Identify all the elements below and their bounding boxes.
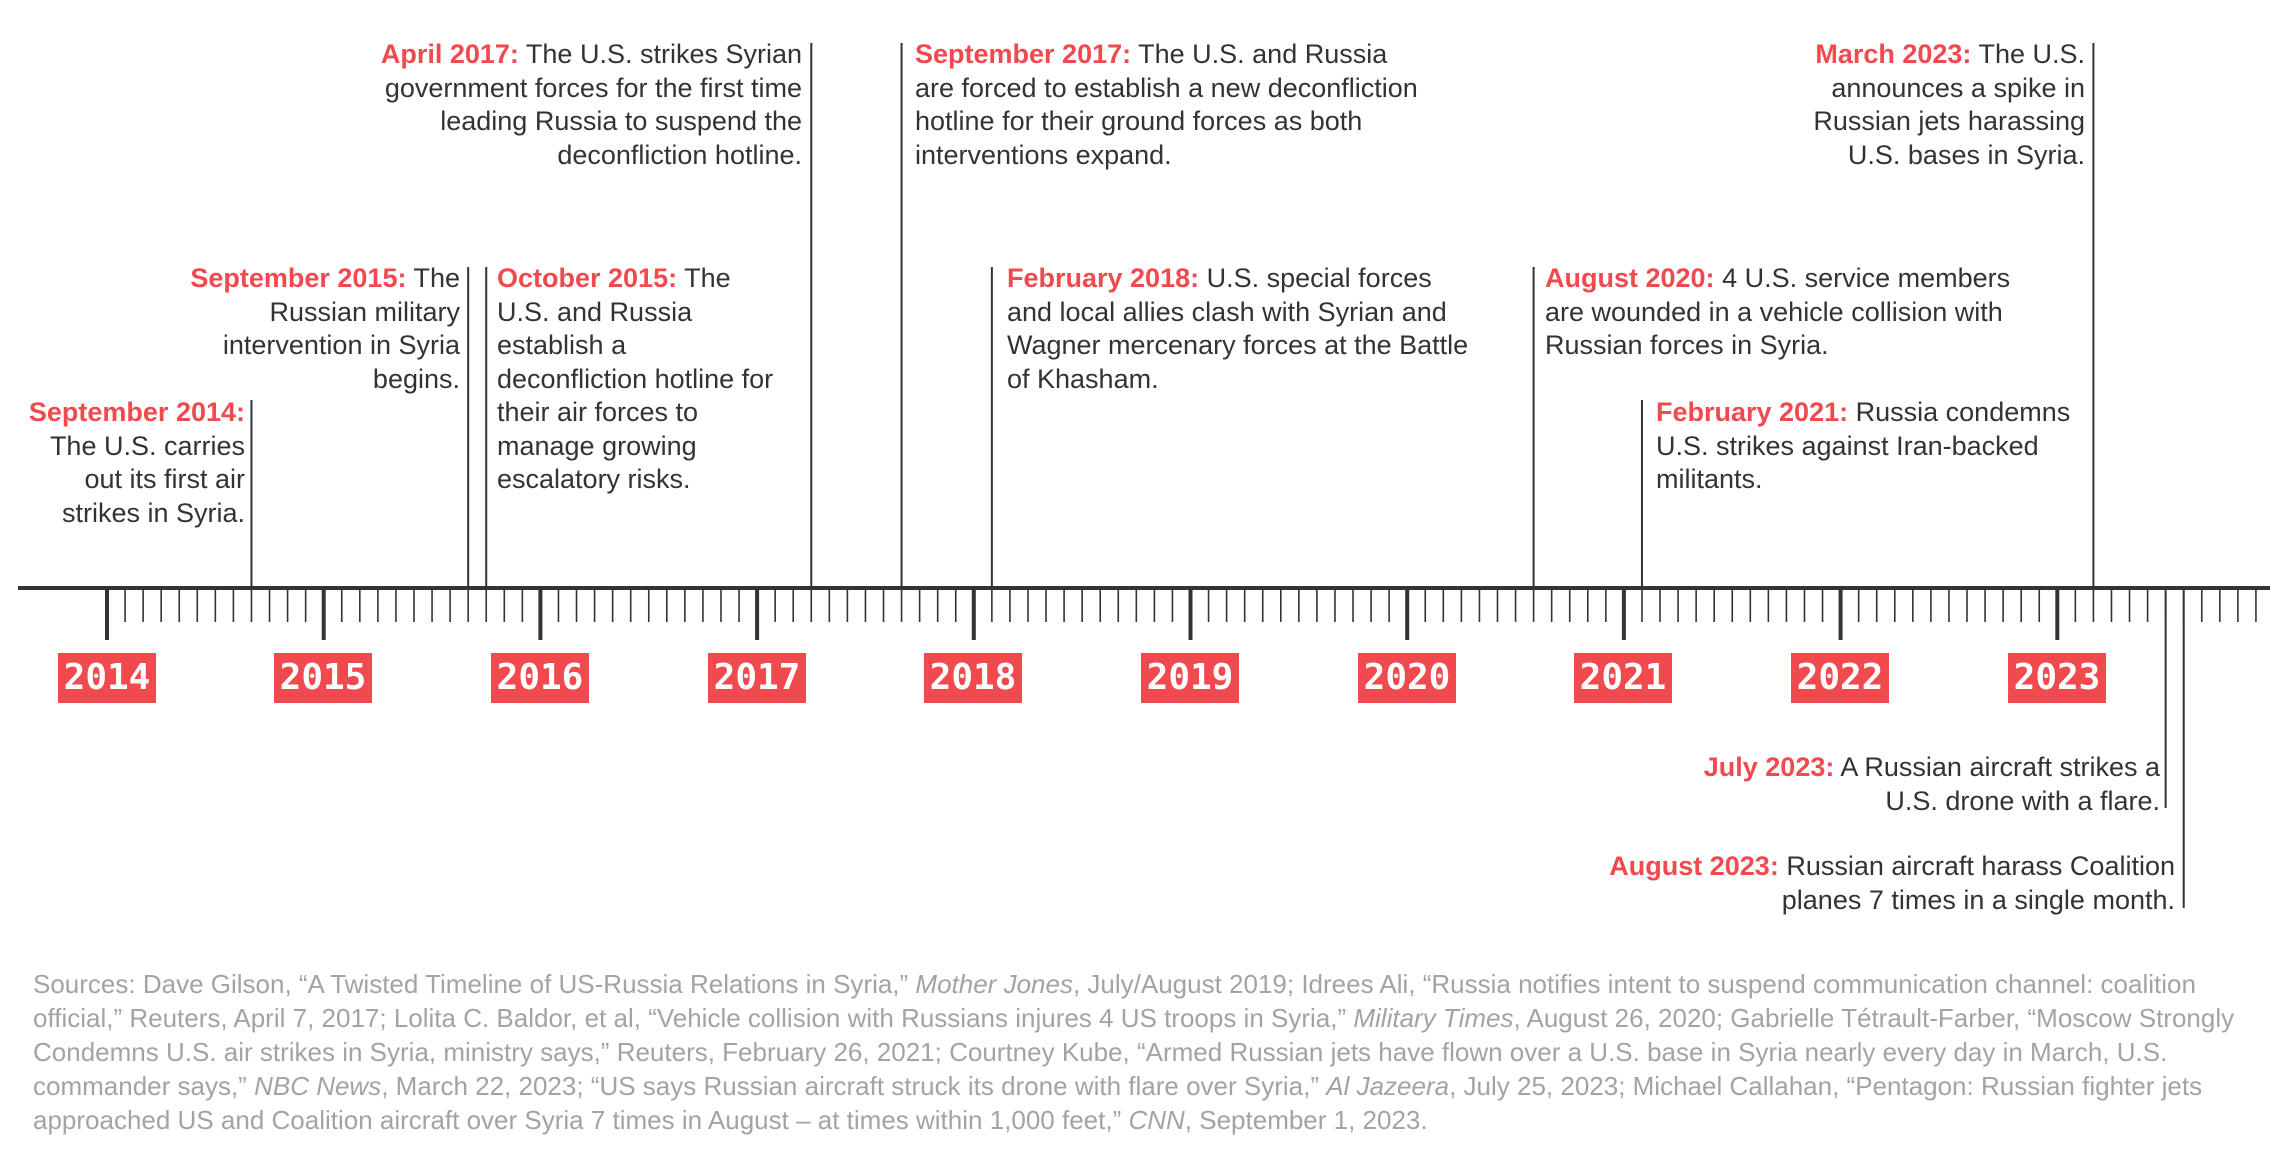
year-label-2022: 2022	[1791, 653, 1889, 703]
year-label-2018: 2018	[924, 653, 1022, 703]
year-label-2014: 2014	[58, 653, 156, 703]
event-text: Russian aircraft harass Coalition planes…	[1781, 851, 2175, 915]
event-date: February 2021:	[1656, 397, 1849, 427]
sources-part: , July 25, 2023; Michael Callahan, “Pent…	[33, 1071, 2203, 1135]
event-text: The U.S. strikes Syrian government force…	[384, 39, 802, 170]
year-label-2017: 2017	[708, 653, 806, 703]
event-date: August 2023:	[1609, 851, 1779, 881]
event-jul-2023: July 2023: A Russian aircraft strikes a …	[1660, 751, 2160, 818]
sources-part-italic: NBC News	[254, 1071, 382, 1101]
event-feb-2018: February 2018: U.S. special forces and l…	[1007, 262, 1477, 396]
event-sep-2015: September 2015: The Russian military int…	[180, 262, 460, 396]
event-apr-2017: April 2017: The U.S. strikes Syrian gove…	[320, 38, 802, 172]
event-text: A Russian aircraft strikes a U.S. drone …	[1840, 752, 2160, 816]
event-text: The U.S. announces a spike in Russian je…	[1813, 39, 2085, 170]
event-date: September 2017:	[915, 39, 1132, 69]
sources-part-italic: Al Jazeera	[1326, 1071, 1450, 1101]
event-aug-2023: August 2023: Russian aircraft harass Coa…	[1605, 850, 2175, 917]
event-date: September 2015:	[190, 263, 407, 293]
event-text: The U.S. and Russia are forced to establ…	[915, 39, 1418, 170]
event-text: Russia condemns U.S. strikes against Ira…	[1656, 397, 2071, 494]
sources-part-italic: Military Times	[1353, 1003, 1514, 1033]
event-oct-2015: October 2015: The U.S. and Russia establ…	[497, 262, 782, 497]
event-date: March 2023:	[1815, 39, 1972, 69]
event-aug-2020: August 2020: 4 U.S. service members are …	[1545, 262, 2045, 363]
sources-part: , July/August 2019; Idrees Ali, “Russia …	[33, 969, 2196, 1033]
sources-part: , March 22, 2023; “US says Russian aircr…	[381, 1071, 1327, 1101]
event-date: July 2023:	[1703, 752, 1835, 782]
event-text: The U.S. and Russia establish a deconfli…	[497, 263, 774, 494]
event-sep-2014: September 2014: The U.S. carries out its…	[10, 396, 245, 530]
sources-citation: Sources: Dave Gilson, “A Twisted Timelin…	[33, 967, 2268, 1137]
sources-part-italic: CNN	[1128, 1105, 1185, 1135]
event-text: The Russian military intervention in Syr…	[222, 263, 460, 394]
year-label-2019: 2019	[1141, 653, 1239, 703]
event-date: February 2018:	[1007, 263, 1200, 293]
year-label-2020: 2020	[1358, 653, 1456, 703]
event-date: April 2017:	[380, 39, 519, 69]
year-label-2021: 2021	[1574, 653, 1672, 703]
event-mar-2023: March 2023: The U.S. announces a spike i…	[1755, 38, 2085, 172]
event-text: U.S. special forces and local allies cla…	[1007, 263, 1469, 394]
year-label-2016: 2016	[491, 653, 589, 703]
year-label-2015: 2015	[274, 653, 372, 703]
event-date: October 2015:	[497, 263, 678, 293]
event-feb-2021: February 2021: Russia condemns U.S. stri…	[1656, 396, 2096, 497]
sources-part: , September 1, 2023.	[1184, 1105, 1428, 1135]
month-ticks	[105, 588, 2257, 640]
event-date: August 2020:	[1545, 263, 1715, 293]
event-sep-2017: September 2017: The U.S. and Russia are …	[915, 38, 1425, 172]
event-text: The U.S. carries out its first air strik…	[49, 430, 245, 528]
event-text: 4 U.S. service members are wounded in a …	[1545, 263, 2011, 360]
year-label-2023: 2023	[2008, 653, 2106, 703]
sources-part-italic: Mother Jones	[915, 969, 1073, 999]
event-date: September 2014:	[28, 397, 245, 427]
sources-part: Sources: Dave Gilson, “A Twisted Timelin…	[33, 969, 916, 999]
sources-part: , August 26, 2020; Gabrielle Tétrault-Fa…	[33, 1003, 2235, 1101]
event-connectors	[250, 43, 2185, 908]
